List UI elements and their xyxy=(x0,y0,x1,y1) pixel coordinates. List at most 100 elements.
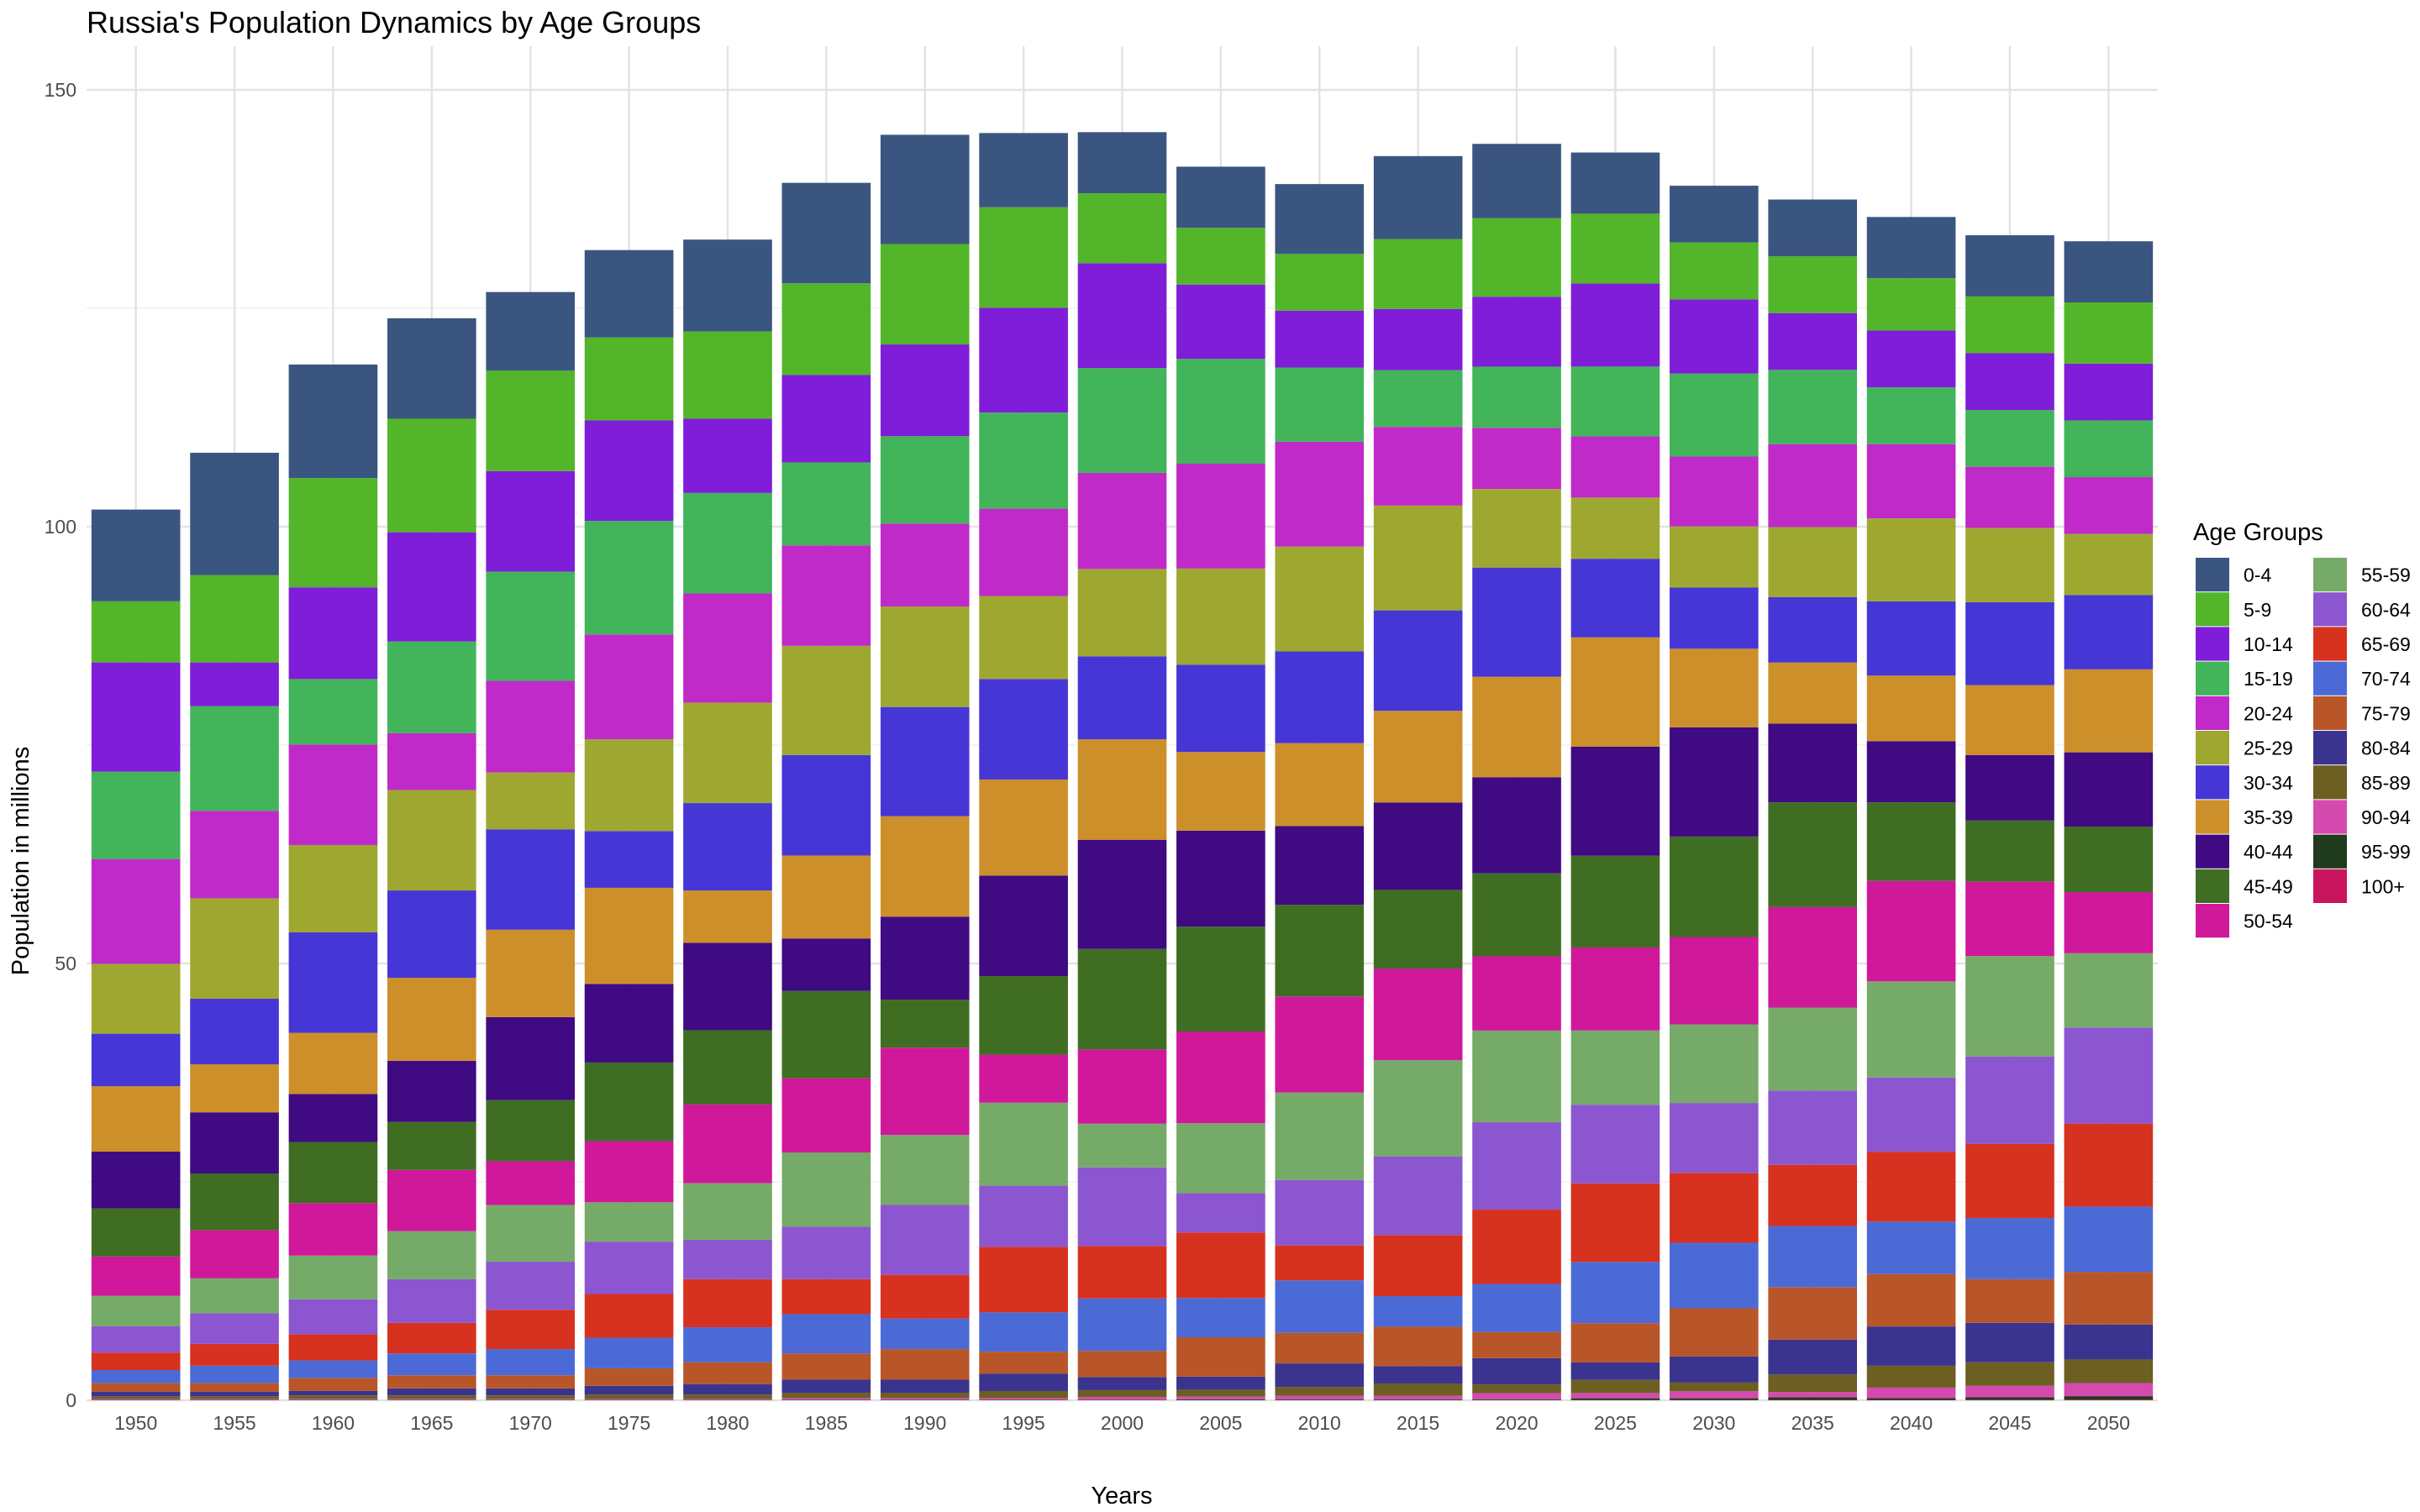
bar-segment xyxy=(1472,1331,1561,1358)
bar-segment xyxy=(880,134,970,244)
bar-segment xyxy=(1866,880,1956,982)
bar-segment xyxy=(1965,528,2054,602)
bar-segment xyxy=(288,1378,378,1391)
x-axis-title: Years xyxy=(1091,1483,1152,1509)
x-tick-label: 2050 xyxy=(2087,1412,2130,1434)
bar-segment xyxy=(486,829,576,930)
bar-segment xyxy=(1965,1397,2054,1400)
bar-segment xyxy=(486,680,576,773)
bar-segment xyxy=(584,1242,674,1294)
bar-segment xyxy=(1176,359,1265,465)
bar-segment xyxy=(1176,1396,1265,1399)
bar-segment xyxy=(880,1393,970,1399)
x-tick-label: 1965 xyxy=(410,1412,453,1434)
bar-segment xyxy=(190,898,279,1000)
bar-segment xyxy=(1472,1030,1561,1123)
bar-segment xyxy=(1275,1395,1365,1399)
bar-segment xyxy=(1275,1245,1365,1281)
bar-segment xyxy=(190,1343,279,1366)
bar-segment xyxy=(190,1383,279,1393)
bar-segment xyxy=(387,1375,476,1389)
legend-label: 0-4 xyxy=(2244,564,2271,586)
bar-segment xyxy=(1866,802,1956,881)
legend-swatch xyxy=(2196,904,2229,938)
bar-segment xyxy=(1176,284,1265,360)
bar-segment xyxy=(1669,299,1759,374)
bar-segment xyxy=(1275,1092,1365,1180)
bar-segment xyxy=(1275,254,1365,311)
x-tick-label: 1990 xyxy=(903,1412,946,1434)
bar-segment xyxy=(584,1202,674,1242)
bar-segment xyxy=(584,521,674,635)
bar-segment xyxy=(1570,366,1660,437)
bar-segment xyxy=(880,244,970,345)
bar-segment xyxy=(979,1054,1068,1103)
bar-segment xyxy=(190,575,279,663)
bar-segment xyxy=(2064,953,2154,1028)
bar-segment xyxy=(1768,1397,1857,1400)
bar-segment xyxy=(1472,218,1561,297)
bar-segment xyxy=(190,1313,279,1344)
legend-swatch xyxy=(2313,558,2347,592)
bar-segment xyxy=(683,418,772,493)
bar-segment xyxy=(1275,826,1365,906)
x-tick-label: 1985 xyxy=(805,1412,848,1434)
bar-segment xyxy=(683,1030,772,1105)
bar-segment xyxy=(1866,1221,1956,1274)
bar-segment xyxy=(1768,527,1857,597)
bar-segment xyxy=(1275,996,1365,1093)
bar-segment xyxy=(190,999,279,1065)
bar-segment xyxy=(781,1398,871,1400)
bar-segment xyxy=(1176,927,1265,1032)
bar-segment xyxy=(190,1173,279,1231)
bar-segment xyxy=(979,1102,1068,1186)
bar-segment xyxy=(1768,1399,1857,1400)
bar-segment xyxy=(1570,152,1660,214)
bar-segment xyxy=(1176,752,1265,831)
bar-segment xyxy=(91,1396,181,1399)
bar-segment xyxy=(1669,1398,1759,1400)
bar-segment xyxy=(288,844,378,932)
bar-segment xyxy=(91,1152,181,1209)
bar-segment xyxy=(1373,155,1463,239)
bar-segment xyxy=(880,606,970,707)
bar-segment xyxy=(288,1094,378,1142)
legend-label: 90-94 xyxy=(2361,806,2411,828)
bar-segment xyxy=(1077,1246,1167,1299)
bar-segment xyxy=(781,1226,871,1279)
bar-segment xyxy=(1965,601,2054,685)
bar-segment xyxy=(1373,1383,1463,1396)
bar-segment xyxy=(1570,746,1660,856)
bar-segment xyxy=(1570,1105,1660,1184)
bar-segment xyxy=(1373,427,1463,506)
bar-segment xyxy=(880,1274,970,1319)
bar-segment xyxy=(1669,727,1759,837)
bar-segment xyxy=(1768,312,1857,370)
bar-segment xyxy=(2064,752,2154,827)
bar-segment xyxy=(584,1294,674,1338)
bar-segment xyxy=(1768,1164,1857,1226)
legend-label: 35-39 xyxy=(2244,806,2293,828)
legend-label: 25-29 xyxy=(2244,738,2293,759)
bar-segment xyxy=(190,453,279,575)
bar-segment xyxy=(91,1326,181,1353)
bar-segment xyxy=(1373,1366,1463,1384)
bar-segment xyxy=(288,1203,378,1256)
bar-segment xyxy=(1768,1339,1857,1375)
bar-segment xyxy=(2064,827,2154,893)
bar-segment xyxy=(584,420,674,522)
bar-segment xyxy=(880,1047,970,1136)
bar-segment xyxy=(91,509,181,601)
bar-segment xyxy=(288,932,378,1033)
bar-segment xyxy=(1176,568,1265,665)
bar-segment xyxy=(1472,567,1561,677)
bar-segment xyxy=(1077,1298,1167,1352)
bar-segment xyxy=(190,1230,279,1278)
legend-label: 15-19 xyxy=(2244,668,2293,690)
bar-segment xyxy=(387,641,476,733)
legend-label: 20-24 xyxy=(2244,702,2293,724)
bar-segment xyxy=(2064,892,2154,953)
legend-swatch xyxy=(2196,696,2229,730)
bar-segment xyxy=(1077,1377,1167,1390)
bar-segment xyxy=(979,1398,1068,1400)
